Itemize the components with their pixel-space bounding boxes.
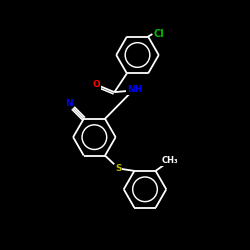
Text: Cl: Cl	[154, 29, 164, 39]
Text: O: O	[92, 80, 100, 89]
Text: N: N	[65, 98, 72, 108]
Text: S: S	[116, 164, 122, 172]
Text: NH: NH	[127, 85, 142, 94]
Text: CH₃: CH₃	[162, 156, 178, 166]
